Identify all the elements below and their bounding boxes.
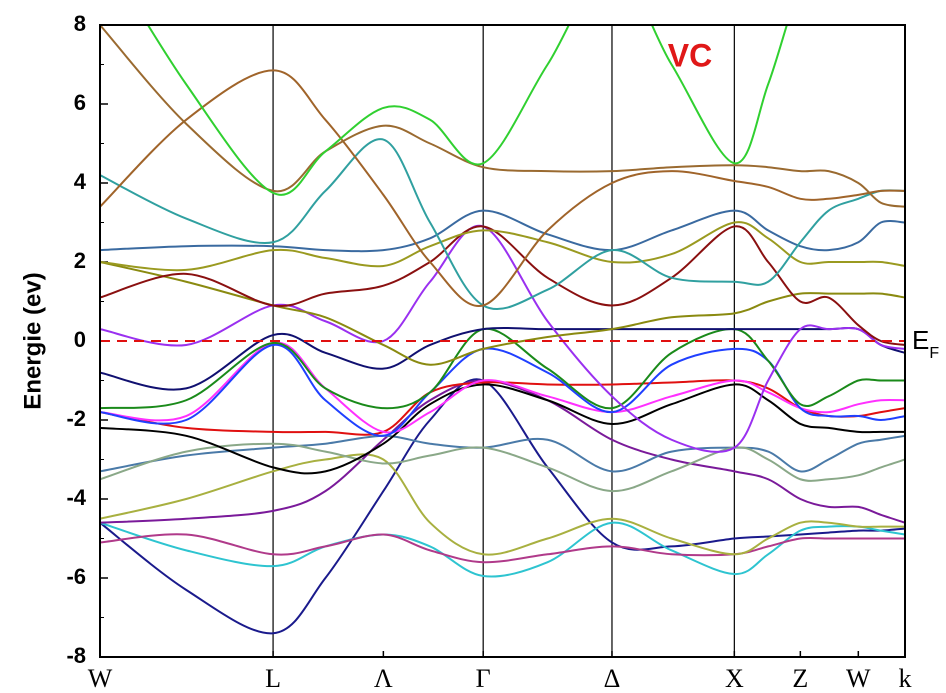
band-line [100,453,905,556]
band-line [100,261,905,366]
x-tick-label: Λ [374,664,393,693]
band-line [100,521,905,578]
band-line [100,442,905,493]
y-tick-label: 0 [74,327,86,352]
band-line [100,434,905,473]
band-line [100,25,905,208]
band-line [100,327,905,410]
band-line [100,341,905,434]
x-tick-label: Δ [604,664,621,693]
y-tick-label: -4 [66,485,86,510]
plot-frame [99,24,906,658]
fermi-label-sub: F [929,345,939,362]
band-line [100,533,905,564]
x-tick-label: Z [792,664,808,693]
band-line [100,209,905,253]
band-line [100,138,905,311]
band-line [100,326,905,391]
y-tick-label: 4 [74,169,87,194]
band-line [100,379,905,524]
band-line [100,224,905,453]
fermi-label-main: E [912,325,929,355]
y-axis-label: Energie (ev) [19,272,46,409]
x-tick-label: Γ [476,664,491,693]
band-line [100,69,905,307]
y-tick-label: -6 [66,564,86,589]
bands [100,25,905,635]
y-tick-label: -2 [66,406,86,431]
y-tick-label: 6 [74,90,86,115]
x-tick-label: L [265,664,281,693]
band-line [100,383,905,475]
band-line [146,25,788,196]
y-tick-label: -8 [66,643,86,668]
x-tick-label: W [846,664,871,693]
band-line [100,378,905,635]
y-tick-label: 2 [74,248,86,273]
x-tick-label: X [725,664,744,693]
fermi-label: EF [912,325,939,362]
y-tick-label: 8 [74,11,86,36]
band-line [100,225,905,346]
chart-title: VC [668,37,712,73]
x-tick-label: W [88,664,113,693]
band-line [100,221,905,272]
x-tick-label: k [899,664,912,693]
band-line [100,343,905,437]
